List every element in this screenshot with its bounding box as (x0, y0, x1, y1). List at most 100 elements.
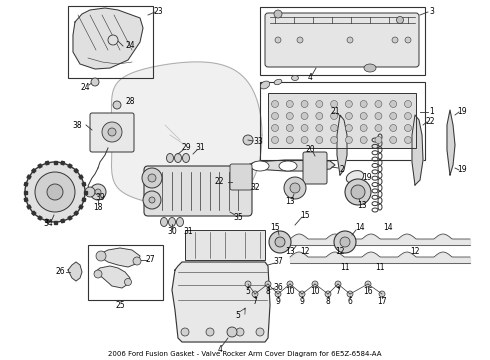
Circle shape (316, 136, 323, 144)
Circle shape (35, 172, 75, 212)
Text: 19: 19 (362, 172, 372, 181)
Text: 12: 12 (300, 248, 310, 256)
Bar (61, 161, 65, 165)
Circle shape (360, 125, 367, 131)
Text: 31: 31 (183, 228, 193, 237)
Polygon shape (245, 160, 335, 171)
Circle shape (331, 125, 338, 131)
Circle shape (301, 136, 308, 144)
Circle shape (345, 125, 352, 131)
Text: 28: 28 (125, 98, 135, 107)
Polygon shape (112, 62, 262, 208)
Polygon shape (68, 262, 82, 281)
Bar (83, 190, 87, 194)
Bar (32, 169, 36, 173)
Bar (79, 205, 83, 209)
Circle shape (301, 112, 308, 120)
Polygon shape (73, 8, 143, 69)
Circle shape (297, 37, 303, 43)
FancyBboxPatch shape (144, 166, 252, 216)
Bar (53, 161, 56, 163)
Circle shape (269, 231, 291, 253)
Circle shape (275, 37, 281, 43)
Circle shape (227, 327, 237, 337)
Bar (68, 164, 72, 168)
Circle shape (96, 251, 106, 261)
Circle shape (405, 112, 412, 120)
Text: 3: 3 (430, 8, 435, 17)
Circle shape (375, 100, 382, 108)
Text: 37: 37 (273, 257, 283, 266)
Text: 35: 35 (233, 213, 243, 222)
Circle shape (335, 281, 341, 287)
Circle shape (405, 136, 412, 144)
Text: 13: 13 (357, 201, 367, 210)
Ellipse shape (176, 217, 183, 226)
Circle shape (379, 291, 385, 297)
Text: 38: 38 (73, 121, 82, 130)
Ellipse shape (174, 153, 181, 162)
Text: 13: 13 (285, 248, 295, 256)
Bar (68, 216, 72, 220)
Polygon shape (412, 115, 423, 185)
Circle shape (347, 291, 353, 297)
Bar (68, 6, 153, 78)
Text: 20: 20 (305, 145, 315, 154)
Text: 22: 22 (215, 177, 224, 186)
Bar (46, 161, 49, 165)
Text: 6: 6 (347, 297, 352, 306)
Text: 18: 18 (93, 202, 103, 211)
Circle shape (331, 100, 338, 108)
Bar (27, 175, 31, 179)
Bar (27, 205, 31, 209)
Circle shape (47, 184, 63, 200)
Circle shape (360, 136, 367, 144)
Bar (260, 7, 425, 75)
Circle shape (375, 112, 382, 120)
Text: 4: 4 (218, 346, 222, 355)
Text: 34: 34 (43, 220, 53, 229)
Circle shape (316, 125, 323, 131)
Bar (32, 211, 36, 215)
Text: 14: 14 (383, 224, 393, 233)
Polygon shape (98, 248, 140, 267)
Text: 27: 27 (145, 256, 155, 265)
Circle shape (331, 136, 338, 144)
Text: 13: 13 (285, 198, 295, 207)
Text: 23: 23 (153, 8, 163, 17)
Text: 25: 25 (115, 301, 125, 310)
Circle shape (142, 168, 162, 188)
Text: 9: 9 (275, 297, 280, 306)
Bar (46, 219, 49, 223)
Text: 2: 2 (340, 165, 344, 174)
FancyBboxPatch shape (230, 164, 252, 190)
Circle shape (290, 183, 300, 193)
Polygon shape (337, 115, 347, 175)
Bar (38, 216, 42, 220)
Text: 15: 15 (270, 224, 280, 233)
Text: 14: 14 (355, 224, 365, 233)
Ellipse shape (346, 171, 364, 184)
Text: 4: 4 (308, 73, 313, 82)
Circle shape (299, 291, 305, 297)
Bar (79, 175, 83, 179)
Circle shape (271, 112, 278, 120)
Text: 9: 9 (299, 297, 304, 306)
Circle shape (301, 100, 308, 108)
Text: 21: 21 (330, 108, 340, 117)
Circle shape (351, 185, 365, 199)
Circle shape (108, 35, 118, 45)
Circle shape (347, 37, 353, 43)
Text: 30: 30 (167, 228, 177, 237)
Text: 10: 10 (310, 288, 320, 297)
Circle shape (345, 100, 352, 108)
Text: 29: 29 (181, 144, 191, 153)
Text: 1: 1 (430, 108, 434, 117)
Text: 24: 24 (80, 84, 90, 93)
Circle shape (286, 125, 294, 131)
Ellipse shape (364, 64, 376, 72)
Circle shape (113, 101, 121, 109)
Circle shape (271, 125, 278, 131)
Polygon shape (172, 262, 270, 342)
Circle shape (390, 136, 397, 144)
